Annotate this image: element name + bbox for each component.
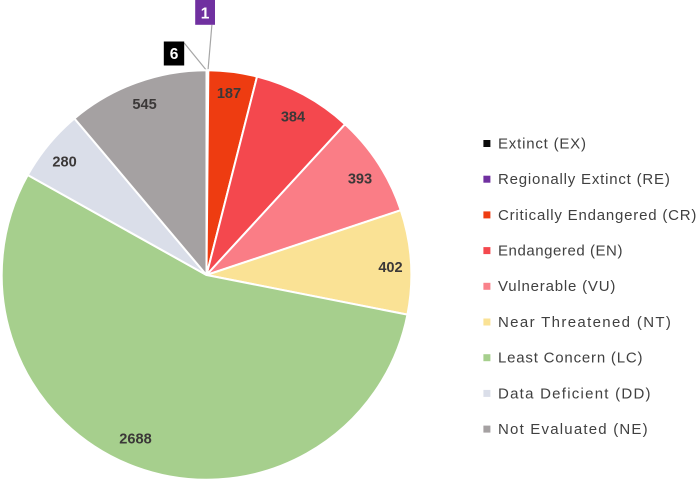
svg-text:384: 384 <box>281 110 306 126</box>
svg-text:Not Evaluated (NE): Not Evaluated (NE) <box>498 421 649 438</box>
svg-text:Critically Endangered (CR): Critically Endangered (CR) <box>498 207 697 224</box>
svg-text:6: 6 <box>170 46 179 63</box>
svg-text:Regionally Extinct (RE): Regionally Extinct (RE) <box>498 171 671 188</box>
svg-text:280: 280 <box>52 155 76 171</box>
svg-text:187: 187 <box>217 86 241 102</box>
svg-text:Data Deficient (DD): Data Deficient (DD) <box>498 385 652 402</box>
svg-text:2688: 2688 <box>119 432 151 448</box>
svg-text:402: 402 <box>378 260 402 276</box>
svg-text:Near Threatened (NT): Near Threatened (NT) <box>498 314 672 331</box>
svg-text:393: 393 <box>348 172 372 188</box>
svg-text:Extinct (EX): Extinct (EX) <box>498 135 587 152</box>
svg-text:1: 1 <box>201 5 210 22</box>
svg-text:Least Concern (LC): Least Concern (LC) <box>498 350 643 367</box>
svg-text:545: 545 <box>132 97 156 113</box>
svg-text:Vulnerable (VU): Vulnerable (VU) <box>498 278 616 295</box>
svg-text:Endangered (EN): Endangered (EN) <box>498 243 623 260</box>
